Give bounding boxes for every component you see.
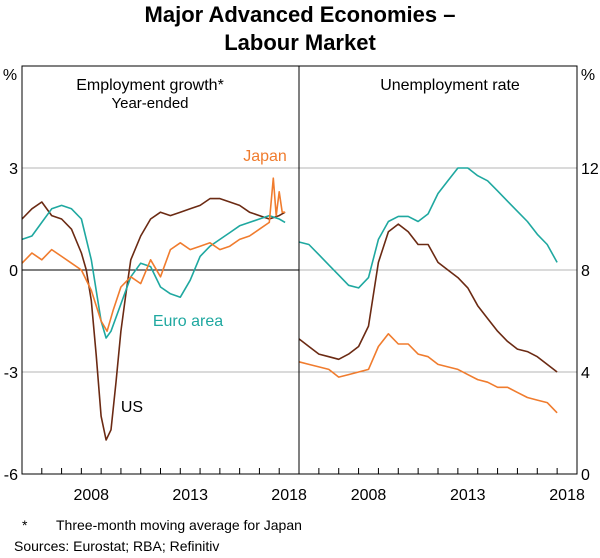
chart-title-line-1: Major Advanced Economies –: [145, 2, 456, 27]
right-x-tick-label: 2013: [450, 487, 486, 504]
right-y-tick-label: 4: [581, 365, 590, 382]
left-x-tick-label: 2013: [172, 487, 208, 504]
right-x-tick-label: 2008: [351, 487, 387, 504]
left-series-us-line: [21, 197, 286, 441]
left-y-tick-label: -6: [4, 467, 18, 484]
left-panel-title: Employment growth*: [76, 77, 224, 94]
right-x-tick-label: 2018: [549, 487, 585, 504]
left-x-tick-label: 2008: [73, 487, 109, 504]
left-x-tick-label: 2018: [271, 487, 307, 504]
left-panel-subtitle: Year-ended: [111, 95, 188, 112]
left-axis-unit: %: [3, 67, 17, 84]
right-axis-unit: %: [581, 67, 595, 84]
right-panel-title: Unemployment rate: [380, 77, 520, 94]
right-y-tick-label: 0: [581, 467, 590, 484]
right-series-us-line: [298, 223, 558, 373]
right-series-japan-line: [298, 332, 558, 414]
left-series-japan-line: [21, 177, 286, 333]
chart-title-line-2: Labour Market: [224, 30, 376, 55]
annotation-japan: Japan: [243, 148, 287, 165]
left-y-tick-label: 3: [9, 161, 18, 178]
annotation-us: US: [121, 399, 143, 416]
left-series-euro-area-line: [21, 204, 286, 339]
left-y-tick-label: 0: [9, 263, 18, 280]
footnote-star: *: [22, 517, 28, 533]
sources-text: Sources: Eurostat; RBA; Refinitiv: [14, 538, 219, 554]
right-series-euro-area-line: [298, 167, 558, 289]
right-y-tick-label: 12: [581, 161, 599, 178]
annotation-euro-area: Euro area: [153, 313, 223, 330]
left-y-tick-label: -3: [4, 365, 18, 382]
right-y-tick-label: 8: [581, 263, 590, 280]
footnote-text: Three-month moving average for Japan: [56, 517, 302, 533]
